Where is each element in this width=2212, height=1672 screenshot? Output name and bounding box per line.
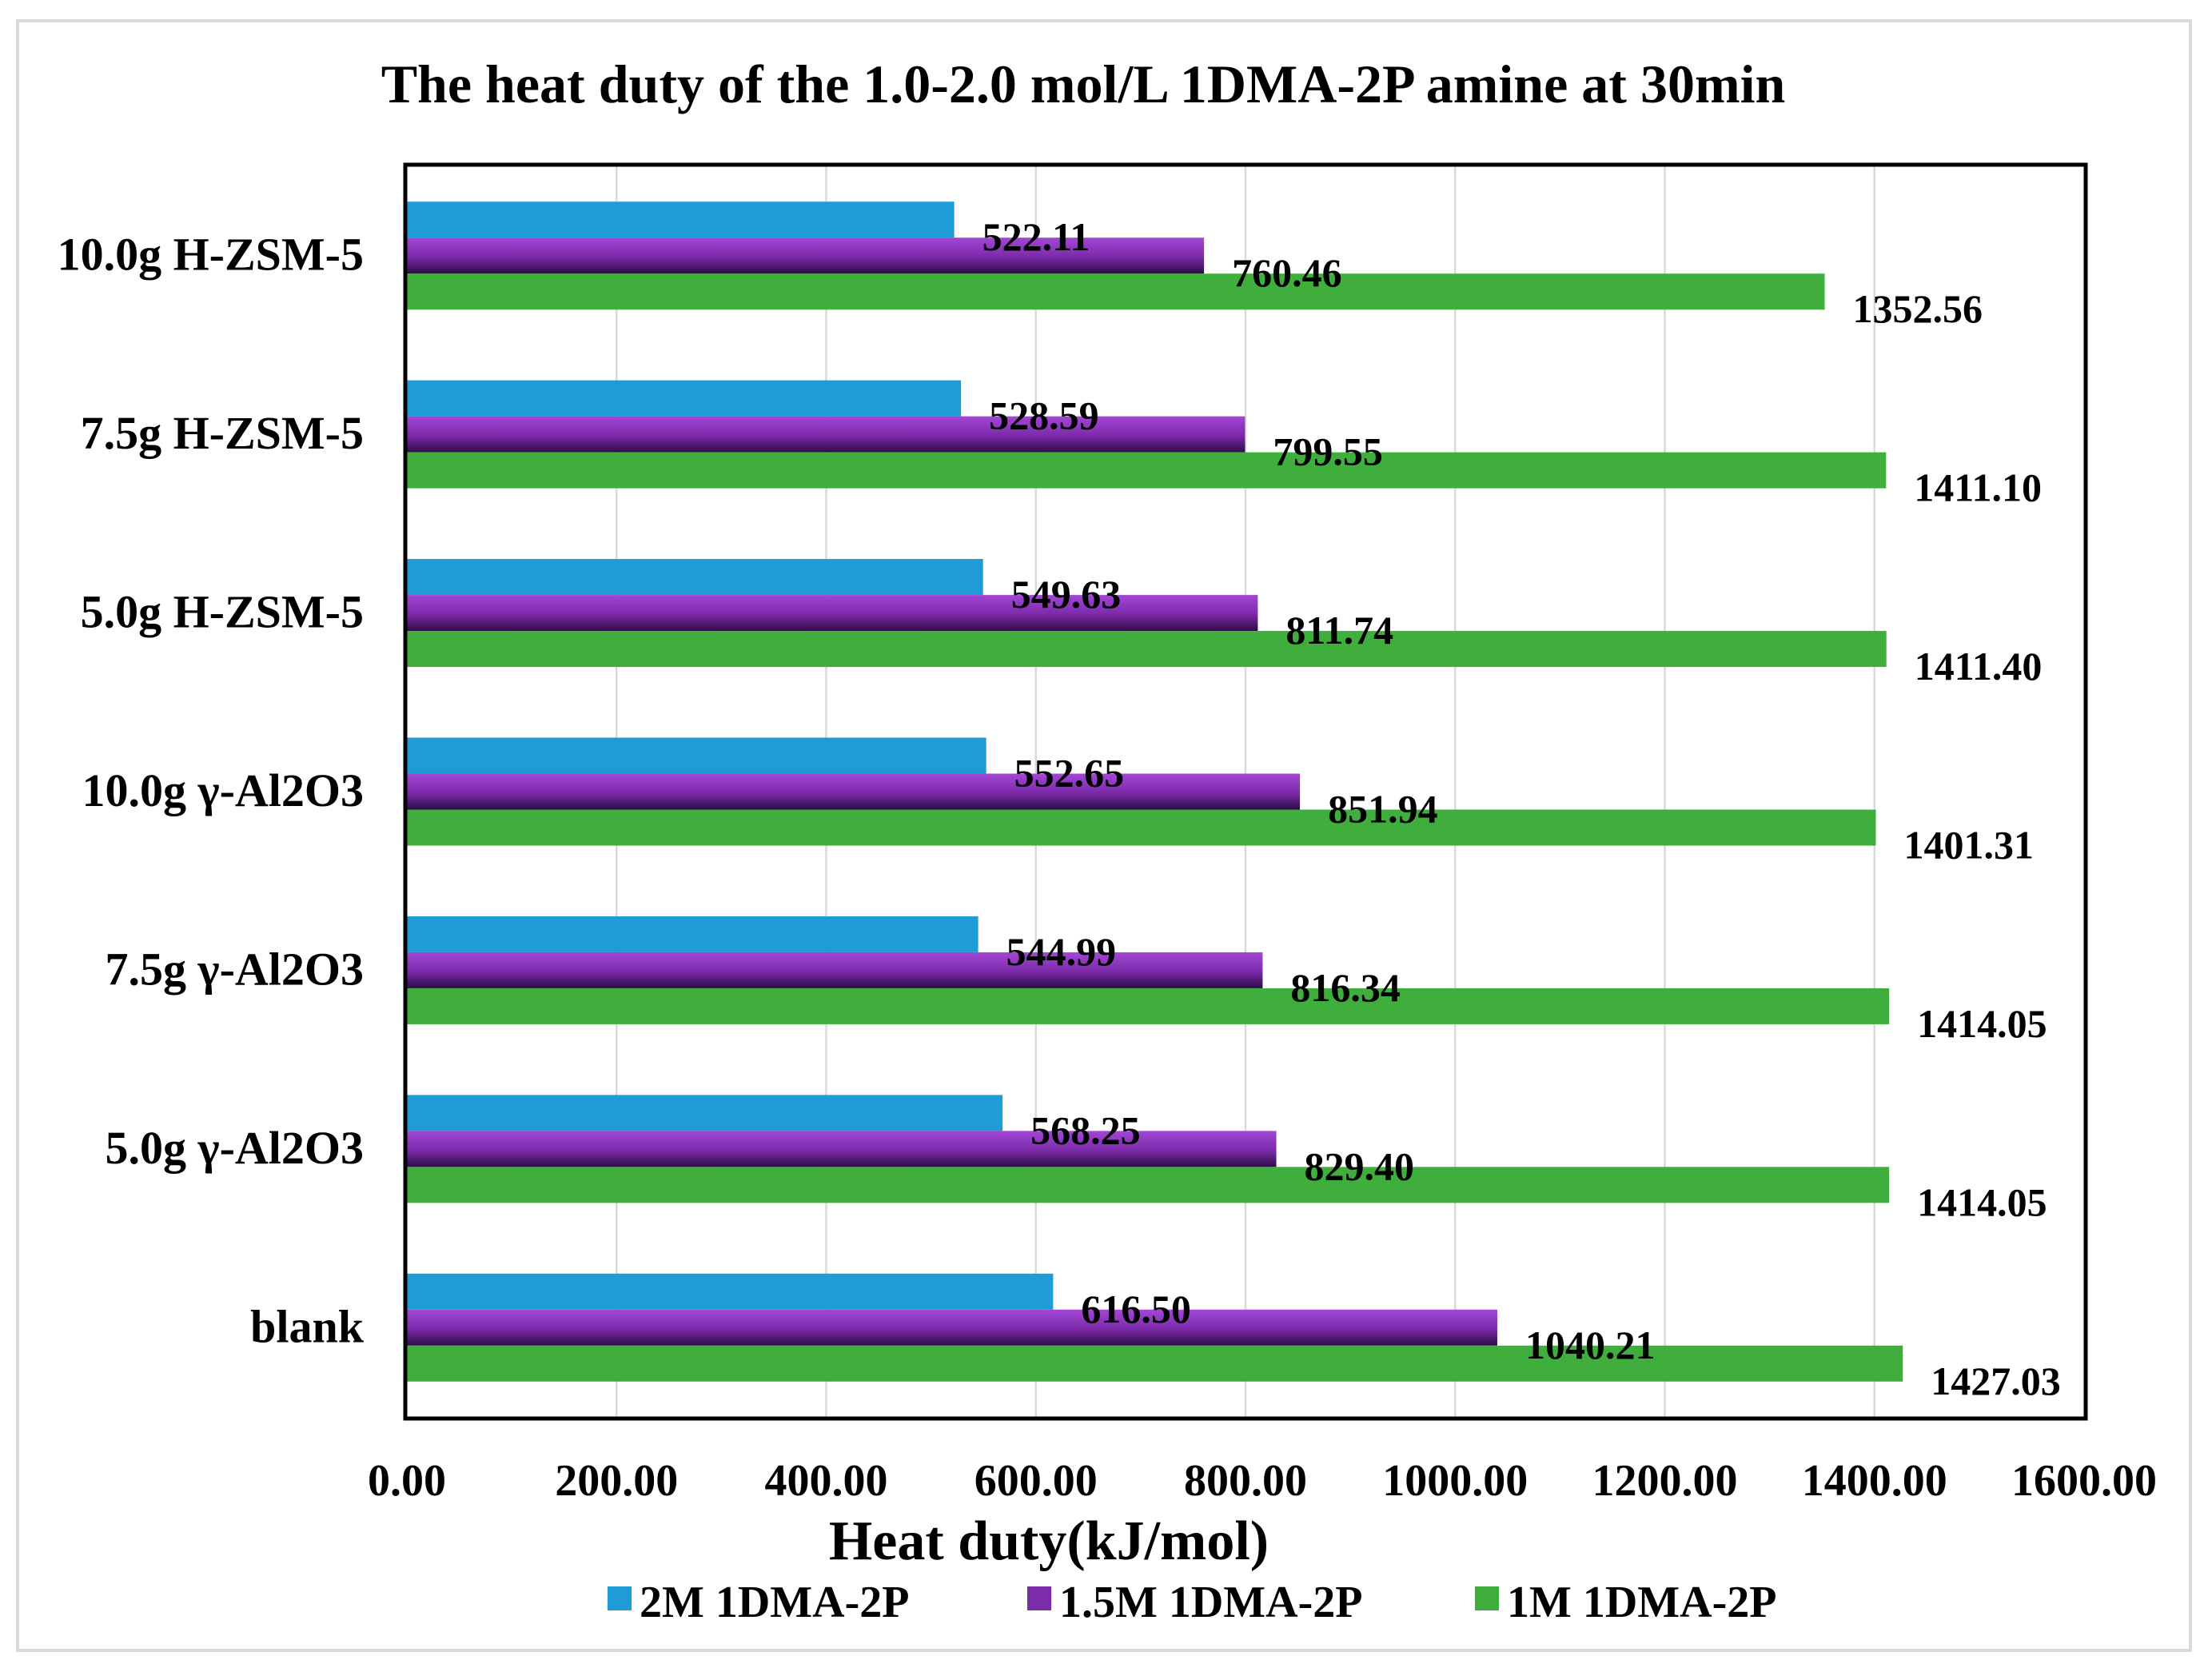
data-label: 799.55 — [1273, 429, 1383, 474]
legend-swatch-1m-1dma-2p — [1475, 1586, 1499, 1610]
data-label: 1352.56 — [1853, 286, 1983, 331]
legend-label: 1.5M 1DMA-2P — [1059, 1578, 1362, 1627]
data-label: 1411.10 — [1914, 465, 2042, 510]
bar-1-5m-1dma-2p-7-5g-h-zsm-5 — [407, 416, 1245, 453]
bar-2m-1dma-2p-10-0g-h-zsm-5 — [407, 202, 955, 238]
bar-2m-1dma-2p-7-5g-h-zsm-5 — [407, 380, 962, 417]
x-tick-label: 1400.00 — [1802, 1456, 1947, 1506]
bar-1-5m-1dma-2p-blank — [407, 1309, 1497, 1346]
data-label: 760.46 — [1232, 250, 1342, 295]
data-label: 1040.21 — [1525, 1323, 1656, 1367]
data-label: 616.50 — [1081, 1287, 1191, 1331]
data-label: 851.94 — [1328, 787, 1438, 832]
gridlines — [616, 166, 1875, 1417]
data-label: 829.40 — [1305, 1143, 1415, 1188]
plot-area-border — [403, 162, 2088, 1421]
x-axis-title: Heat duty(kJ/mol) — [829, 1510, 1269, 1572]
bar-1m-1dma-2p-5-0g-al2o3 — [407, 1167, 1890, 1203]
bars — [407, 202, 1903, 1382]
x-tick-label: 0.00 — [368, 1456, 446, 1506]
legend: 2M 1DMA-2P 1.5M 1DMA-2P 1M 1DMA-2P — [608, 1578, 1776, 1627]
category-label: 5.0g H-ZSM-5 — [81, 586, 364, 638]
data-label: 816.34 — [1290, 965, 1401, 1010]
value-axis-tick-labels: 0.00 200.00 400.00 600.00 800.00 1000.00 1200.… — [368, 1456, 2157, 1506]
legend-label: 2M 1DMA-2P — [640, 1578, 909, 1627]
value-labels: 616.50 1040.21 1427.03 568.25 829.40 1414.05 5… — [982, 214, 2061, 1403]
data-label: 522.11 — [982, 214, 1090, 259]
legend-label: 1M 1DMA-2P — [1507, 1578, 1776, 1627]
x-tick-label: 800.00 — [1184, 1456, 1307, 1506]
bar-1-5m-1dma-2p-5-0g-al2o3 — [407, 1131, 1277, 1167]
bar-1m-1dma-2p-5-0g-h-zsm-5 — [407, 631, 1887, 668]
category-label: 5.0g γ-Al2O3 — [105, 1122, 364, 1174]
bar-1-5m-1dma-2p-7-5g-al2o3 — [407, 952, 1263, 988]
data-label: 552.65 — [1014, 751, 1125, 796]
data-label: 1414.05 — [1917, 1179, 2047, 1224]
bar-1m-1dma-2p-blank — [407, 1345, 1903, 1382]
chart-title: The heat duty of the 1.0-2.0 mol/L 1DMA-… — [381, 54, 1786, 114]
bar-2m-1dma-2p-5-0g-al2o3 — [407, 1095, 1003, 1131]
bar-1-5m-1dma-2p-10-0g-h-zsm-5 — [407, 237, 1205, 274]
data-label: 811.74 — [1285, 608, 1393, 652]
x-tick-label: 1600.00 — [2011, 1456, 2157, 1506]
bar-1m-1dma-2p-7-5g-h-zsm-5 — [407, 452, 1887, 489]
data-label: 1414.05 — [1917, 1001, 2047, 1046]
legend-swatch-2m-1dma-2p — [608, 1586, 632, 1610]
bar-1-5m-1dma-2p-10-0g-al2o3 — [407, 773, 1301, 810]
category-axis-labels: blank 5.0g γ-Al2O3 7.5g γ-Al2O3 10.0g γ-Al2… — [58, 229, 365, 1353]
category-label: 10.0g γ-Al2O3 — [82, 764, 364, 816]
bar-1m-1dma-2p-7-5g-al2o3 — [407, 988, 1890, 1024]
data-label: 528.59 — [989, 393, 1099, 438]
bar-1m-1dma-2p-10-0g-h-zsm-5 — [407, 273, 1825, 310]
data-label: 1427.03 — [1931, 1359, 2061, 1403]
bar-2m-1dma-2p-blank — [407, 1273, 1054, 1310]
data-label: 1401.31 — [1903, 823, 2034, 868]
bar-2m-1dma-2p-7-5g-al2o3 — [407, 916, 978, 952]
bar-2m-1dma-2p-5-0g-h-zsm-5 — [407, 559, 983, 596]
x-tick-label: 400.00 — [765, 1456, 888, 1506]
category-label: 7.5g γ-Al2O3 — [105, 943, 364, 995]
bar-1m-1dma-2p-10-0g-al2o3 — [407, 809, 1876, 846]
legend-swatch-1-5m-1dma-2p — [1027, 1586, 1051, 1610]
bar-2m-1dma-2p-10-0g-al2o3 — [407, 737, 986, 774]
x-tick-label: 200.00 — [555, 1456, 678, 1506]
category-label: 7.5g H-ZSM-5 — [81, 407, 364, 459]
category-label: blank — [250, 1300, 365, 1352]
data-label: 568.25 — [1030, 1107, 1141, 1152]
bar-1-5m-1dma-2p-5-0g-h-zsm-5 — [407, 595, 1258, 632]
category-label: 10.0g H-ZSM-5 — [58, 229, 364, 281]
x-tick-label: 1000.00 — [1382, 1456, 1528, 1506]
data-label: 1411.40 — [1915, 644, 2043, 688]
data-label: 544.99 — [1006, 929, 1117, 974]
x-tick-label: 1200.00 — [1592, 1456, 1738, 1506]
data-label: 549.63 — [1011, 572, 1122, 617]
x-tick-label: 600.00 — [974, 1456, 1098, 1506]
